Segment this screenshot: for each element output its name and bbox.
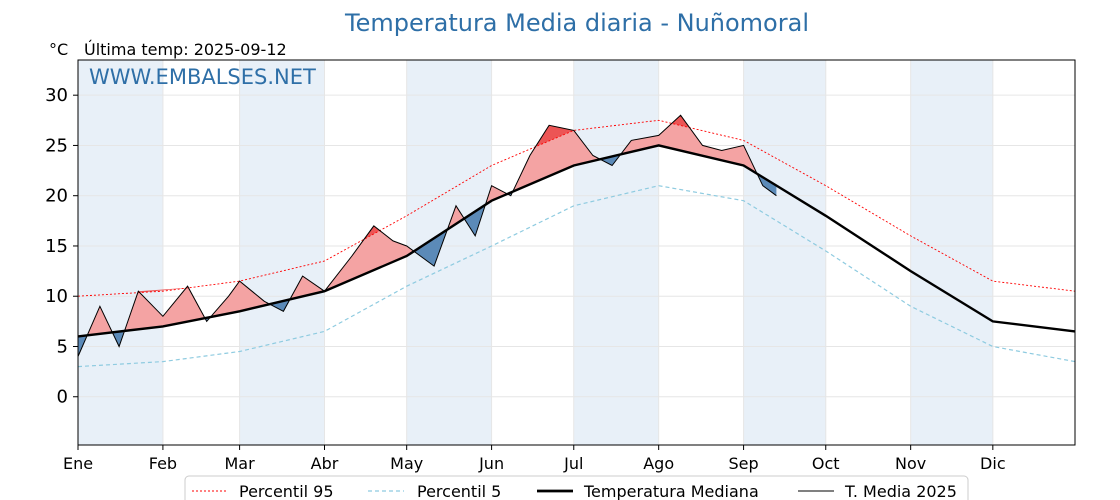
y-tick-label: 25 bbox=[45, 135, 68, 156]
chart-title: Temperatura Media diaria - Nuñomoral bbox=[344, 9, 809, 37]
month-shade-band bbox=[78, 60, 163, 445]
anomaly-below-fill bbox=[113, 331, 124, 347]
x-axis: Ene Feb Mar Abr May Jun Jul Ago Sep Oct Nov Dic bbox=[63, 445, 1006, 473]
series-line-p5 bbox=[77, 185, 1076, 368]
series-line-p95 bbox=[77, 119, 1076, 297]
watermark: WWW.EMBALSES.NET bbox=[89, 65, 316, 89]
plot-area bbox=[77, 60, 1076, 445]
last-temp-label: Última temp: 2025-09-12 bbox=[84, 40, 287, 59]
y-tick-label: 0 bbox=[57, 387, 68, 408]
legend-label-p95: Percentil 95 bbox=[239, 482, 334, 500]
y-tick-label: 10 bbox=[45, 286, 68, 307]
x-tick-label: Ago bbox=[643, 454, 674, 473]
month-shade-band bbox=[239, 60, 325, 445]
anomaly-extreme-fill bbox=[364, 225, 380, 240]
legend-label-median: Temperatura Mediana bbox=[583, 482, 759, 500]
x-tick-label: Jun bbox=[478, 454, 504, 473]
anomaly-above-fill bbox=[290, 225, 414, 300]
anomaly-extreme-fill bbox=[138, 286, 188, 293]
month-shade-band bbox=[910, 60, 993, 445]
anomaly-extreme-fill bbox=[536, 125, 573, 147]
series-line-median bbox=[77, 144, 1076, 338]
legend-box bbox=[184, 475, 969, 500]
x-tick-label: Sep bbox=[729, 454, 759, 473]
x-tick-label: Feb bbox=[149, 454, 177, 473]
x-tick-label: Jul bbox=[563, 454, 583, 473]
legend: Percentil 95 Percentil 5 Temperatura Med… bbox=[184, 475, 969, 500]
anomaly-below-fill bbox=[414, 230, 447, 267]
anomaly-above-fill bbox=[621, 115, 756, 174]
anomaly-above-fill bbox=[87, 306, 113, 336]
y-axis: 0 5 10 15 20 25 30 bbox=[45, 85, 78, 408]
plot-frame bbox=[77, 59, 1076, 446]
anomaly-above-fill bbox=[124, 286, 204, 331]
y-tick-label: 15 bbox=[45, 236, 68, 257]
legend-label-p5: Percentil 5 bbox=[417, 482, 501, 500]
anomaly-below-fill bbox=[464, 205, 485, 236]
series-line-current bbox=[77, 114, 777, 357]
x-tick-label: Dic bbox=[980, 454, 1006, 473]
x-tick-label: Abr bbox=[311, 454, 339, 473]
x-tick-label: Ene bbox=[63, 454, 93, 473]
anomaly-below-fill bbox=[757, 173, 777, 196]
anomaly-above-fill bbox=[447, 205, 463, 230]
anomaly-above-fill bbox=[210, 281, 270, 317]
x-tick-label: May bbox=[390, 454, 423, 473]
y-tick-label: 5 bbox=[57, 336, 68, 357]
x-tick-label: Mar bbox=[225, 454, 256, 473]
month-shade-band bbox=[743, 60, 826, 445]
y-tick-label: 30 bbox=[45, 85, 68, 106]
y-tick-label: 20 bbox=[45, 186, 68, 207]
y-unit-label: °C bbox=[49, 40, 68, 59]
anomaly-extreme-fill bbox=[672, 115, 689, 128]
legend-label-current: T. Media 2025 bbox=[844, 482, 957, 500]
anomaly-below-fill bbox=[601, 154, 621, 166]
x-tick-label: Nov bbox=[895, 454, 926, 473]
x-tick-label: Oct bbox=[812, 454, 840, 473]
anomaly-above-fill bbox=[513, 125, 600, 192]
month-shade-band bbox=[573, 60, 659, 445]
